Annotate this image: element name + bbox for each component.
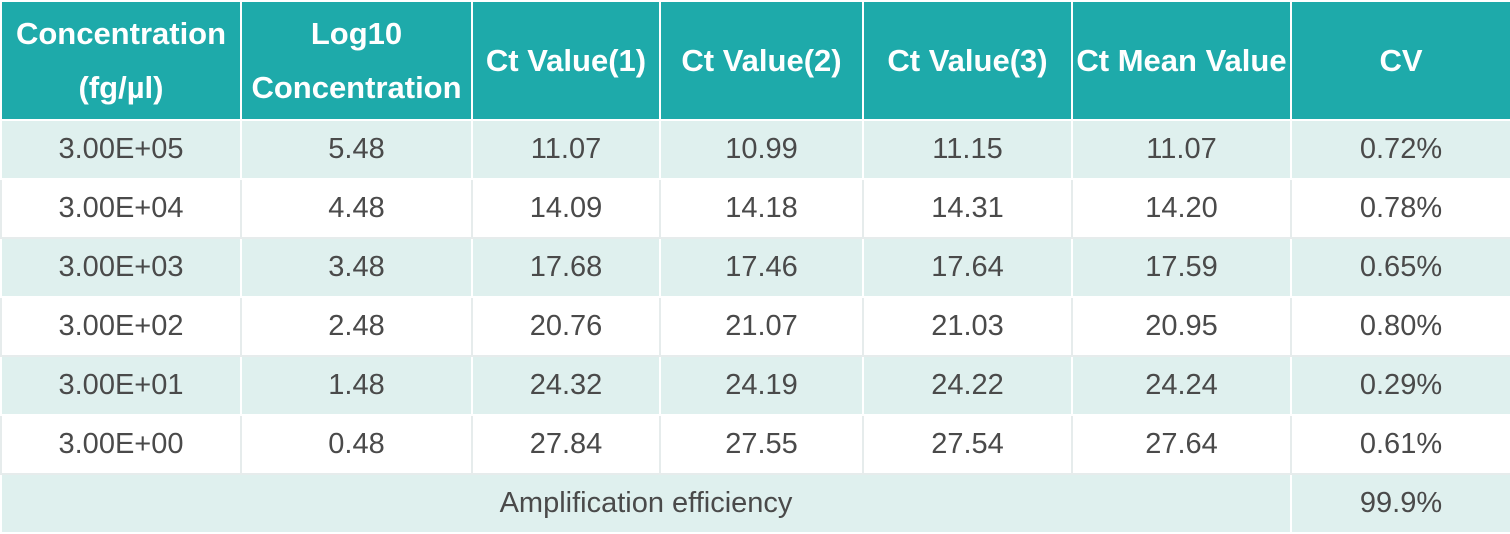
cell-ct-value-1: 20.76 <box>471 296 661 357</box>
cell-ct-mean-value: 27.64 <box>1071 414 1292 475</box>
header-ct-value-3: Ct Value(3) <box>862 0 1073 121</box>
cell-concentration: 3.00E+01 <box>0 355 242 416</box>
cell-ct-mean-value: 14.20 <box>1071 178 1292 239</box>
cell-log10-concentration: 2.48 <box>240 296 473 357</box>
cell-ct-mean-value: 24.24 <box>1071 355 1292 416</box>
header-concentration: Concentration (fg/µl) <box>0 0 242 121</box>
cell-cv: 0.72% <box>1290 119 1510 180</box>
cell-cv: 0.65% <box>1290 237 1510 298</box>
cell-ct-value-3: 21.03 <box>862 296 1073 357</box>
cell-cv: 0.61% <box>1290 414 1510 475</box>
header-cv: CV <box>1290 0 1510 121</box>
cell-ct-value-3: 27.54 <box>862 414 1073 475</box>
cell-ct-value-2: 10.99 <box>659 119 864 180</box>
header-ct-value-1: Ct Value(1) <box>471 0 661 121</box>
cell-log10-concentration: 4.48 <box>240 178 473 239</box>
table-footer: Amplification efficiency 99.9% <box>0 473 1510 534</box>
cell-cv: 0.80% <box>1290 296 1510 357</box>
table-row: 3.00E+04 4.48 14.09 14.18 14.31 14.20 0.78% <box>0 178 1510 239</box>
cell-ct-value-3: 11.15 <box>862 119 1073 180</box>
cell-log10-concentration: 1.48 <box>240 355 473 416</box>
header-ct-mean-value: Ct Mean Value <box>1071 0 1292 121</box>
cell-ct-value-1: 17.68 <box>471 237 661 298</box>
header-ct-value-2: Ct Value(2) <box>659 0 864 121</box>
cell-ct-value-1: 24.32 <box>471 355 661 416</box>
cell-concentration: 3.00E+02 <box>0 296 242 357</box>
cell-ct-value-2: 24.19 <box>659 355 864 416</box>
cell-ct-value-1: 11.07 <box>471 119 661 180</box>
cell-concentration: 3.00E+04 <box>0 178 242 239</box>
cell-ct-mean-value: 11.07 <box>1071 119 1292 180</box>
cell-log10-concentration: 0.48 <box>240 414 473 475</box>
cell-log10-concentration: 5.48 <box>240 119 473 180</box>
table-row: 3.00E+01 1.48 24.32 24.19 24.22 24.24 0.29% <box>0 355 1510 416</box>
table-row: 3.00E+02 2.48 20.76 21.07 21.03 20.95 0.80% <box>0 296 1510 357</box>
header-row: Concentration (fg/µl) Log10 Concentratio… <box>0 0 1510 121</box>
cell-ct-mean-value: 17.59 <box>1071 237 1292 298</box>
cell-ct-value-2: 21.07 <box>659 296 864 357</box>
cell-ct-value-1: 27.84 <box>471 414 661 475</box>
cell-ct-value-1: 14.09 <box>471 178 661 239</box>
cell-cv: 0.29% <box>1290 355 1510 416</box>
table-row: 3.00E+00 0.48 27.84 27.55 27.54 27.64 0.61% <box>0 414 1510 475</box>
cell-concentration: 3.00E+05 <box>0 119 242 180</box>
header-log10-concentration: Log10 Concentration <box>240 0 473 121</box>
table-row: 3.00E+05 5.48 11.07 10.99 11.15 11.07 0.72% <box>0 119 1510 180</box>
cell-ct-value-3: 14.31 <box>862 178 1073 239</box>
cell-ct-mean-value: 20.95 <box>1071 296 1292 357</box>
amplification-efficiency-label: Amplification efficiency <box>0 473 1292 534</box>
cell-ct-value-2: 14.18 <box>659 178 864 239</box>
table-header: Concentration (fg/µl) Log10 Concentratio… <box>0 0 1510 121</box>
amplification-efficiency-value: 99.9% <box>1290 473 1510 534</box>
table-row: 3.00E+03 3.48 17.68 17.46 17.64 17.59 0.65% <box>0 237 1510 298</box>
footer-row: Amplification efficiency 99.9% <box>0 473 1510 534</box>
cell-concentration: 3.00E+03 <box>0 237 242 298</box>
cell-ct-value-3: 17.64 <box>862 237 1073 298</box>
cell-ct-value-2: 27.55 <box>659 414 864 475</box>
cell-concentration: 3.00E+00 <box>0 414 242 475</box>
cell-ct-value-2: 17.46 <box>659 237 864 298</box>
cell-cv: 0.78% <box>1290 178 1510 239</box>
cell-ct-value-3: 24.22 <box>862 355 1073 416</box>
cell-log10-concentration: 3.48 <box>240 237 473 298</box>
table-body: 3.00E+05 5.48 11.07 10.99 11.15 11.07 0.72% 3.0… <box>0 119 1510 475</box>
